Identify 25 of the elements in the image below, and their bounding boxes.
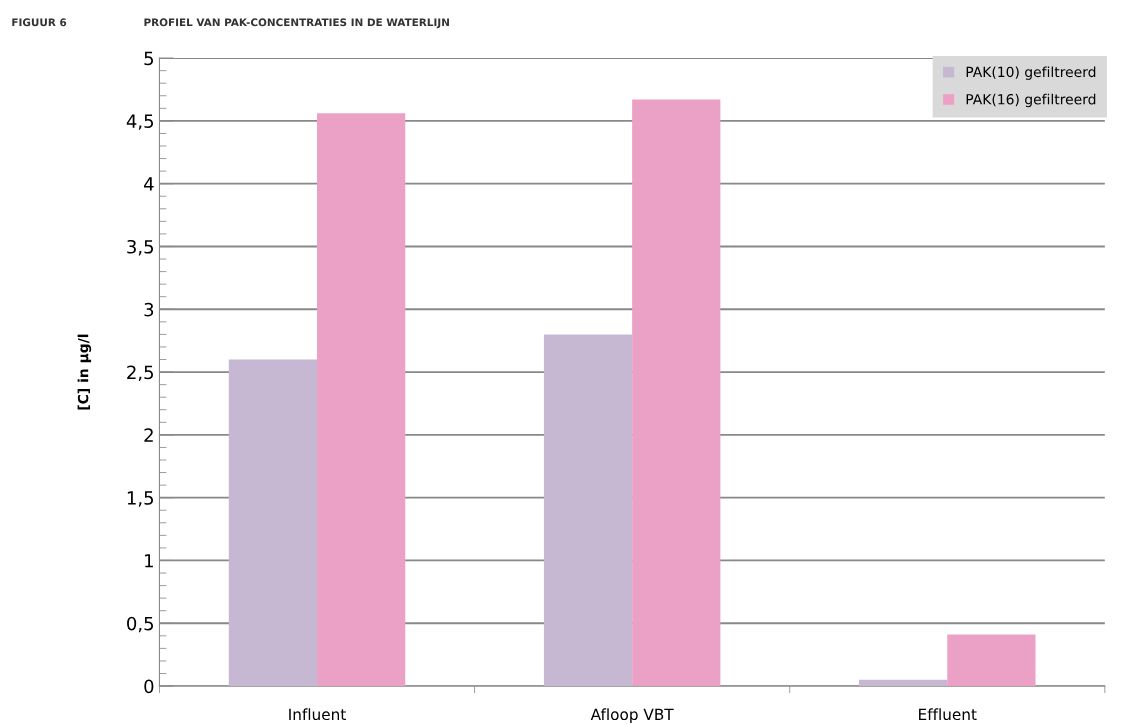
y-tick-label: 1 bbox=[145, 554, 153, 568]
y-tick-label: 3 bbox=[144, 302, 154, 317]
bar bbox=[543, 334, 633, 687]
bar bbox=[317, 113, 406, 687]
y-tick-label: 1,5 bbox=[127, 491, 154, 507]
x-tick-label: Afloop VBT bbox=[590, 708, 674, 724]
y-tick-label: 3,5 bbox=[127, 239, 154, 256]
bar bbox=[859, 679, 948, 687]
bar bbox=[947, 634, 1036, 687]
bar bbox=[228, 359, 318, 687]
chart-title: PROFIEL VAN PAK-CONCENTRATIES IN DE WATERLIJN bbox=[144, 18, 449, 29]
y-tick-label: 0,5 bbox=[127, 616, 154, 633]
y-tick-label: 4,5 bbox=[126, 114, 154, 130]
y-axis-title: [C] in µg/l bbox=[77, 334, 92, 410]
text: FIGUUR 6 bbox=[12, 18, 67, 27]
y-tick-label: 2 bbox=[144, 428, 153, 442]
legend-label: PAK(16) gefiltreerd bbox=[966, 93, 1096, 108]
x-tick-label: Influent bbox=[289, 708, 346, 721]
y-tick-label: 0 bbox=[144, 679, 154, 694]
legend-label: PAK(10) gefiltreerd bbox=[966, 66, 1096, 80]
x-tick-label: Effluent bbox=[919, 708, 977, 721]
bar bbox=[632, 99, 721, 687]
y-tick-label: 2,5 bbox=[127, 365, 154, 382]
y-tick-label: 4 bbox=[143, 177, 154, 191]
y-tick-label: 5 bbox=[144, 51, 154, 66]
